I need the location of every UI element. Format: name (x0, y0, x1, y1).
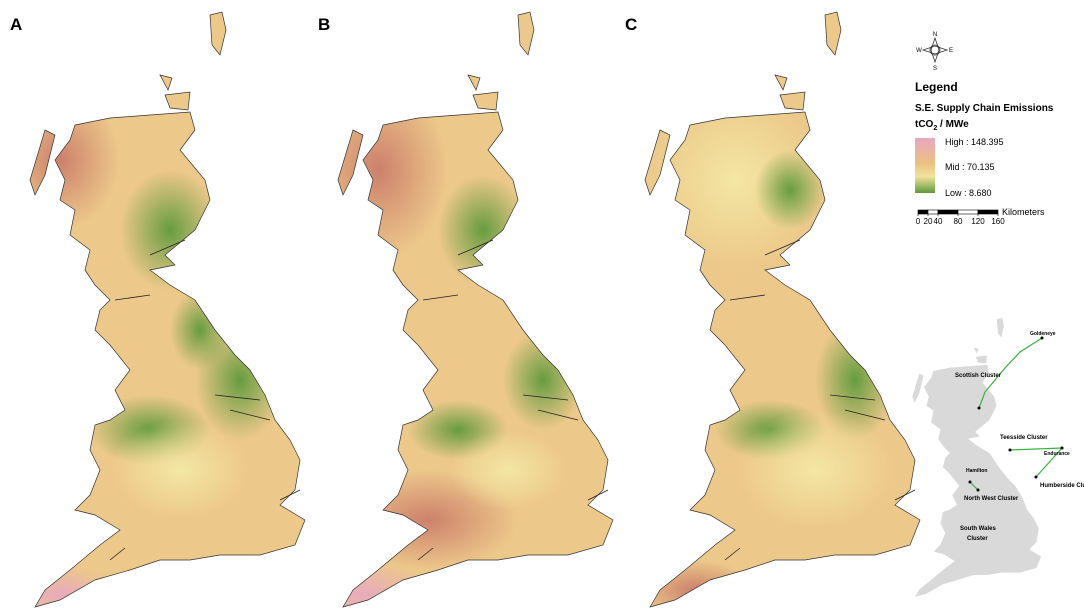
map-panel: C (625, 11, 921, 608)
inset-label: North West Cluster (964, 496, 1019, 502)
legend-low: Low : 8.680 (945, 188, 992, 198)
inset-label: Hamilton (966, 468, 987, 474)
river (894, 489, 916, 501)
river (537, 409, 579, 421)
inset-label: Endurance (1044, 451, 1070, 457)
panel-label: A (10, 15, 22, 34)
scale-unit: Kilometers (1002, 207, 1045, 217)
river (229, 409, 271, 421)
river (844, 409, 886, 421)
map-panel: A (10, 11, 306, 608)
river (214, 394, 261, 401)
scale-segment (957, 209, 979, 215)
base (30, 12, 305, 607)
river (417, 547, 434, 561)
scale-tick-label: 120 (971, 217, 985, 226)
river (522, 394, 569, 401)
inset-label: Scottish Cluster (955, 373, 1002, 379)
scale-segment (927, 209, 939, 215)
inset-label: Cluster (967, 536, 988, 542)
scale-tick-label: 80 (954, 217, 963, 226)
river (724, 547, 741, 561)
river (764, 239, 801, 256)
legend: Legend S.E. Supply Chain Emissions tCO2 … (915, 80, 1054, 226)
legend-title: S.E. Supply Chain Emissions (915, 103, 1054, 114)
scale-tick-label: 40 (934, 217, 943, 226)
heat-blob (338, 80, 448, 260)
legend-unit: tCO2 / MWe (915, 119, 969, 132)
heat-blob (338, 560, 433, 607)
inset-label: Teesside Cluster (1000, 435, 1048, 441)
scale-tick-label: 0 (916, 217, 921, 226)
inset-map: Goldeneye Scottish Cluster Teesside Cluste… (911, 317, 1084, 598)
legend-mid: Mid : 70.135 (945, 162, 995, 172)
heat-blob (438, 175, 528, 285)
compass-e: E (949, 48, 953, 54)
river (109, 547, 126, 561)
legend-ramp (915, 138, 935, 193)
heat-blob (735, 410, 895, 530)
heat-blob (30, 90, 120, 230)
inset-label: Humberside Cluster (1040, 483, 1084, 489)
river (422, 294, 459, 301)
inset-label: South Wales (960, 526, 996, 532)
heat-blob (755, 150, 825, 230)
river (587, 489, 609, 501)
map-panel: B (318, 11, 614, 608)
river (149, 239, 186, 256)
heat-blob (503, 330, 583, 430)
base (645, 12, 920, 607)
compass-w: W (916, 48, 922, 54)
heat-blob (170, 290, 230, 370)
scale-segment (937, 209, 959, 215)
heat-surface (30, 12, 305, 607)
scale-tick-label: 20 (924, 217, 933, 226)
heat-surface (645, 12, 920, 607)
heat-surface (338, 12, 613, 607)
heat-blob (120, 170, 220, 290)
heat-blob (110, 420, 250, 520)
scale-segment (917, 209, 929, 215)
heat-blob (30, 565, 120, 607)
maps: A B C (10, 11, 921, 608)
river (829, 394, 876, 401)
inset-label: Goldeneye (1030, 331, 1056, 337)
river (729, 294, 766, 301)
panel-label: B (318, 15, 330, 34)
compass-s: S (933, 66, 937, 72)
river (457, 239, 494, 256)
river (279, 489, 301, 501)
river (114, 294, 151, 301)
panel-label: C (625, 15, 637, 34)
compass-n: N (933, 32, 937, 38)
legend-heading: Legend (915, 80, 958, 94)
compass: N E S W (916, 32, 953, 72)
scale-segment (977, 209, 999, 215)
heat-blob (448, 430, 568, 510)
scale-tick-label: 160 (991, 217, 1005, 226)
legend-high: High : 148.395 (945, 137, 1004, 147)
